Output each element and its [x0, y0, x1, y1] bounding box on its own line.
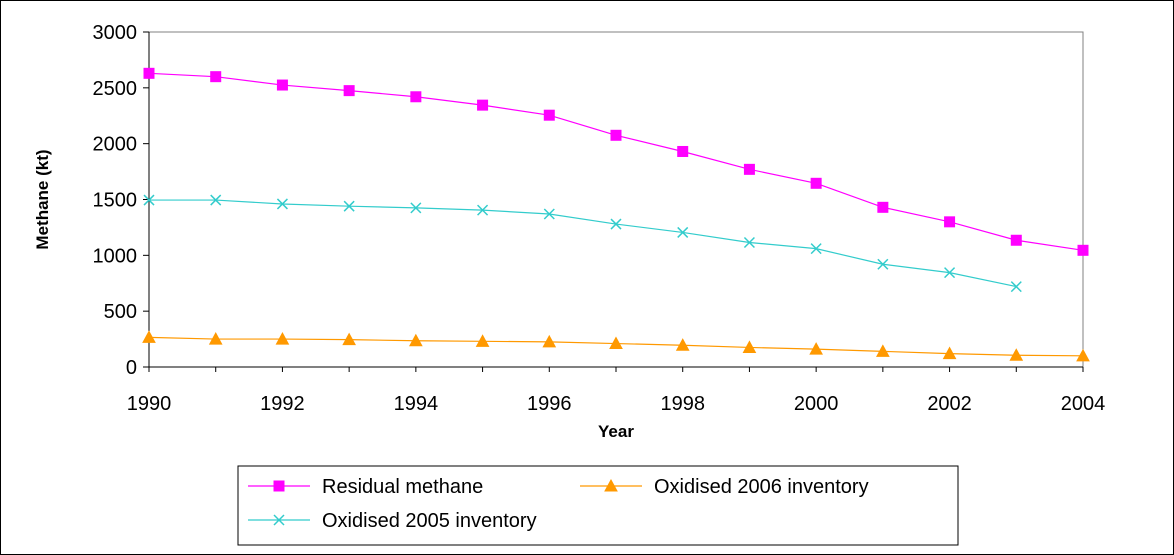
y-tick-label: 0	[126, 357, 137, 379]
data-point-oxidised-2006-inventory	[342, 332, 356, 346]
legend-box	[237, 465, 959, 546]
x-tick-label: 1996	[527, 393, 572, 415]
data-point-oxidised-2005-inventory	[743, 236, 755, 249]
data-point-oxidised-2006-inventory	[609, 336, 623, 350]
x-tick-label: 2004	[1061, 393, 1106, 415]
y-tick-label: 3000	[93, 22, 138, 44]
data-point-oxidised-2005-inventory	[143, 194, 155, 206]
legend-label: Oxidised 2006 inventory	[654, 476, 869, 498]
series-residual-methane	[143, 67, 1089, 256]
y-tick-label: 1000	[93, 245, 138, 267]
data-point-residual-methane	[343, 85, 355, 97]
data-point-oxidised-2005-inventory	[477, 204, 489, 216]
series-line-oxidised-2005-inventory	[149, 199, 1017, 288]
data-point-oxidised-2006-inventory	[809, 342, 823, 355]
x-tick-label: 1994	[394, 393, 439, 415]
data-point-oxidised-2006-inventory	[409, 333, 423, 347]
data-point-residual-methane	[743, 163, 755, 175]
data-point-oxidised-2006-inventory	[142, 330, 156, 343]
data-point-residual-methane	[1077, 244, 1089, 256]
y-tick-label: 500	[104, 301, 137, 323]
data-point-oxidised-2005-inventory	[543, 208, 555, 220]
y-axis-title: Methane (kt)	[33, 149, 52, 249]
series-oxidised-2006-inventory	[142, 330, 1090, 362]
data-point-oxidised-2006-inventory	[1076, 348, 1090, 362]
legend-item-oxidised-2005-inventory: Oxidised 2005 inventory	[248, 510, 537, 532]
y-tick-label: 1500	[93, 190, 138, 212]
legend-item-oxidised-2006-inventory: Oxidised 2006 inventory	[580, 476, 869, 498]
data-point-oxidised-2006-inventory	[275, 332, 290, 345]
data-point-oxidised-2005-inventory	[610, 218, 622, 230]
data-point-oxidised-2005-inventory	[877, 258, 889, 270]
data-point-oxidised-2006-inventory	[876, 344, 890, 357]
data-point-residual-methane	[143, 67, 155, 79]
data-point-oxidised-2005-inventory	[944, 267, 956, 279]
data-point-residual-methane	[477, 99, 489, 111]
data-point-residual-methane	[877, 201, 889, 213]
data-point-residual-methane	[610, 129, 622, 141]
legend-item-residual-methane: Residual methane	[248, 476, 483, 498]
legend-label: Oxidised 2005 inventory	[322, 510, 537, 532]
data-point-residual-methane	[276, 79, 288, 91]
data-point-residual-methane	[543, 109, 555, 121]
plot-background	[148, 31, 1084, 368]
series-oxidised-2005-inventory	[143, 194, 1022, 293]
data-point-oxidised-2005-inventory	[276, 198, 288, 210]
x-tick-label: 2000	[794, 393, 839, 415]
x-tick-label: 1992	[260, 393, 305, 415]
x-tick-label: 2002	[927, 393, 972, 415]
data-point-oxidised-2006-inventory	[542, 334, 557, 348]
data-point-oxidised-2005-inventory	[210, 194, 222, 206]
data-point-residual-methane	[410, 91, 422, 103]
data-point-oxidised-2006-inventory	[742, 340, 757, 353]
data-point-residual-methane	[944, 216, 956, 228]
legend-marker	[273, 480, 285, 492]
legend: Residual methane Oxidised 2006 inventory O…	[237, 465, 959, 546]
data-point-oxidised-2006-inventory	[475, 334, 490, 347]
legend-marker	[273, 514, 285, 526]
x-tick-label: 1998	[660, 393, 705, 415]
y-tick-label: 2000	[93, 134, 138, 156]
data-point-oxidised-2005-inventory	[343, 200, 355, 212]
series-layer	[142, 67, 1090, 362]
x-axis-title: Year	[598, 422, 634, 441]
data-point-oxidised-2006-inventory	[208, 332, 223, 345]
legend-label: Residual methane	[322, 476, 483, 498]
data-point-residual-methane	[1010, 234, 1022, 246]
data-point-oxidised-2005-inventory	[677, 226, 689, 238]
x-tick-label: 1990	[127, 393, 172, 415]
data-point-oxidised-2005-inventory	[1010, 281, 1022, 293]
legend-marker	[604, 478, 618, 492]
data-point-residual-methane	[210, 71, 222, 83]
plot-area	[148, 31, 1084, 368]
data-point-oxidised-2006-inventory	[675, 338, 690, 351]
data-point-residual-methane	[677, 145, 689, 157]
data-point-oxidised-2006-inventory	[1009, 348, 1024, 361]
data-point-oxidised-2006-inventory	[942, 346, 957, 360]
data-point-oxidised-2005-inventory	[810, 243, 822, 255]
y-tick-label: 2500	[93, 78, 138, 100]
data-point-oxidised-2005-inventory	[410, 202, 422, 214]
axes: 0 500 1000 1500 2000 2500 3000 1990 1992 1994 1996…	[93, 22, 1106, 415]
data-point-residual-methane	[810, 177, 822, 189]
